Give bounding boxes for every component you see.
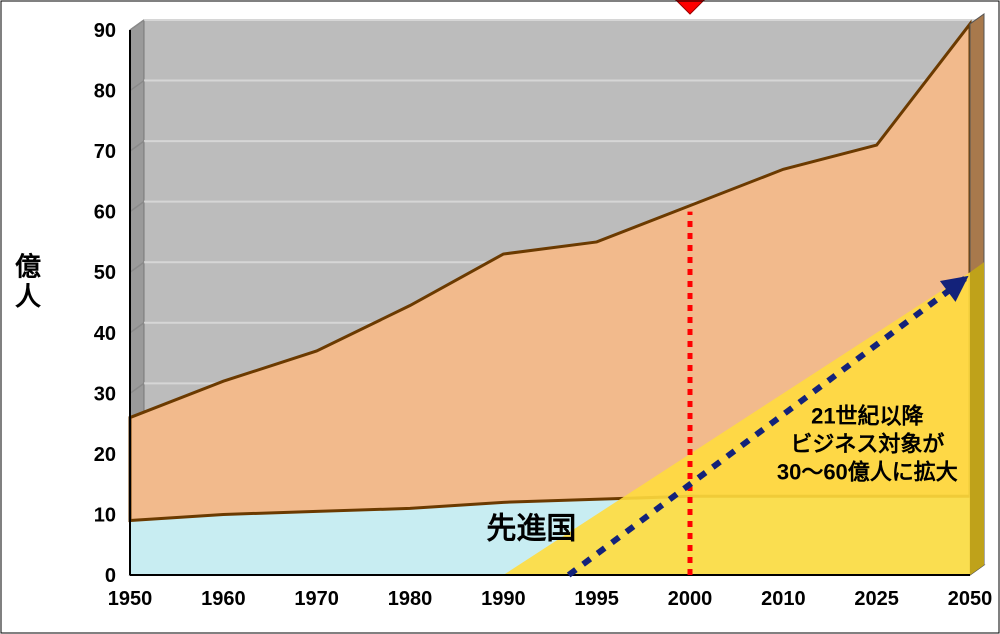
x-tick-label: 1960 (201, 588, 246, 610)
y-tick-label: 40 (94, 323, 116, 345)
y-axis-label: 人 (15, 281, 41, 311)
x-tick-label: 2025 (854, 588, 899, 610)
y-tick-label: 20 (94, 444, 116, 466)
x-tick-label: 1995 (574, 588, 619, 610)
chart-container: { "chart": { "type": "stacked-area", "wi… (0, 0, 1000, 634)
red-down-arrow-icon (671, 0, 709, 14)
y-tick-label: 90 (94, 20, 116, 42)
business-expansion-side (970, 262, 984, 575)
callout-line: 21世紀以降 (811, 404, 924, 429)
chart-svg: 0 10 20 30 40 50 60 70 80 90 億人 1950 1960 1970 1980 199… (0, 0, 1000, 634)
y-tick-label: 10 (94, 504, 116, 526)
y-tick-label: 70 (94, 141, 116, 163)
y-tick-label: 80 (94, 81, 116, 103)
x-tick-label: 2010 (761, 588, 806, 610)
y-tick-label: 60 (94, 202, 116, 224)
developed-countries-label: 先進国 (486, 513, 576, 546)
y-tick-label: 0 (105, 565, 116, 587)
y-axis-label: 億 (15, 251, 41, 281)
callout-line: 30～60億人に拡大 (777, 460, 958, 485)
x-tick-label: 2000 (668, 588, 713, 610)
x-tick-label: 1970 (294, 588, 339, 610)
y-tick-label: 30 (94, 383, 116, 405)
x-tick-label: 2050 (948, 588, 993, 610)
x-tick-label: 1990 (481, 588, 526, 610)
callout-line: ビジネス対象が (790, 432, 944, 457)
x-tick-label: 1980 (388, 588, 433, 610)
x-tick-label: 1950 (108, 588, 153, 610)
y-tick-label: 50 (94, 262, 116, 284)
